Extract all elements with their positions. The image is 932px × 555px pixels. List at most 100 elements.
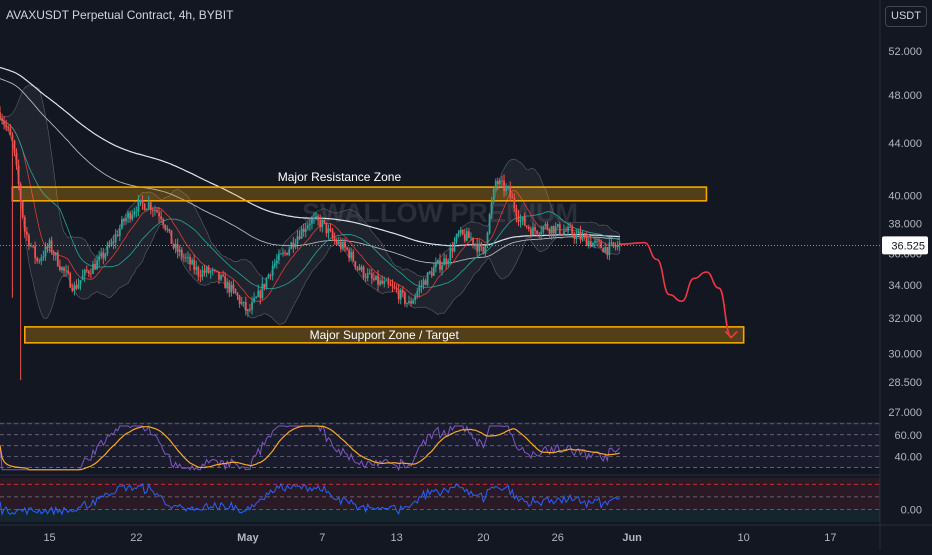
symbol-title: AVAXUSDT Perpetual Contract, 4h, BYBIT [6,8,234,22]
candle-body [296,236,299,244]
candle-body [216,270,218,272]
candle-body [560,233,563,235]
candle-body [606,247,609,255]
candle-body [110,241,113,246]
candle-body [492,188,495,202]
candle-body [393,286,396,289]
candle-body [422,280,425,286]
candle-body [94,263,96,270]
candle-body [164,224,167,230]
candle-body [488,214,491,234]
candle-body [193,259,196,270]
candle-body [311,218,313,224]
candle-body [228,282,231,293]
last-price-tag [882,236,928,255]
candle-body [123,219,125,222]
candle-body [344,241,346,248]
candle-body [129,212,132,220]
candle-body [201,270,204,277]
candle-body [509,186,512,197]
candle-body [63,267,65,271]
candle-body [484,245,487,254]
candle-body [459,229,462,233]
candle-body [511,196,514,199]
currency-selector[interactable]: USDT [885,6,927,27]
candle-body [499,180,501,185]
candle-body [618,242,621,246]
candle-body [185,257,187,259]
candle-body [385,280,388,282]
projection-arrowhead [724,330,738,339]
candle-body [302,228,305,232]
candle-body [515,208,518,217]
candle-body [317,216,320,221]
candle-body [379,280,381,285]
candle-body [501,180,503,182]
candle-body [478,243,481,252]
candle-body [563,230,565,234]
price-tick-label: 52.000 [888,46,922,58]
candle-body [75,285,78,289]
candle-body [160,216,163,220]
candle-body [604,247,607,253]
price-tick-label: 40.000 [888,190,922,202]
candle-body [149,202,152,210]
candle-body [87,271,90,274]
oscillator-upper-band [0,478,880,510]
time-tick-label: 17 [824,532,836,544]
candle-body [273,263,276,267]
candle-body [587,241,590,247]
price-tick-label: 27.000 [888,407,922,419]
candle-body [575,233,578,239]
candle-body [249,309,251,311]
candle-body [104,253,107,259]
candle-body [406,303,408,304]
candle-body [529,229,532,236]
candle-body [546,224,549,230]
oscillator-tick-label: 0.00 [901,504,922,516]
projection-path [619,241,733,339]
candle-body [573,234,576,239]
candle-body [552,226,555,234]
candle-body [242,301,245,303]
candle-body [585,235,588,247]
time-tick-label: Jun [622,532,642,544]
candle-body [96,260,98,270]
candle-body [451,248,454,252]
candle-body [350,251,353,258]
candle-body [418,286,421,292]
candle-body [308,223,311,226]
candle-body [372,278,375,280]
candle-body [445,258,448,265]
candle-body [525,225,528,227]
candle-body [224,276,227,289]
candle-body [36,257,39,261]
candle-body [356,266,359,268]
candle-body [532,227,534,236]
price-tick-label: 34.000 [888,280,922,292]
candle-body [321,219,324,228]
candle-body [271,266,274,276]
candle-body [358,267,361,271]
support-zone-label: Major Support Zone / Target [310,328,460,342]
candle-body [220,275,222,280]
candle-body [15,152,18,166]
candle-body [244,301,247,312]
candle-body [238,296,241,304]
candle-body [614,245,617,248]
candle-body [337,241,340,245]
candle-body [211,269,214,271]
candle-body [589,241,592,247]
candle-body [170,230,173,244]
candle-body [19,184,22,202]
candle-body [9,128,12,136]
candle-body [131,214,134,220]
rsi-signal-line [0,425,620,471]
candle-body [30,245,32,247]
candle-body [207,267,210,273]
price-tick-label: 38.000 [888,219,922,231]
candle-body [368,273,371,274]
